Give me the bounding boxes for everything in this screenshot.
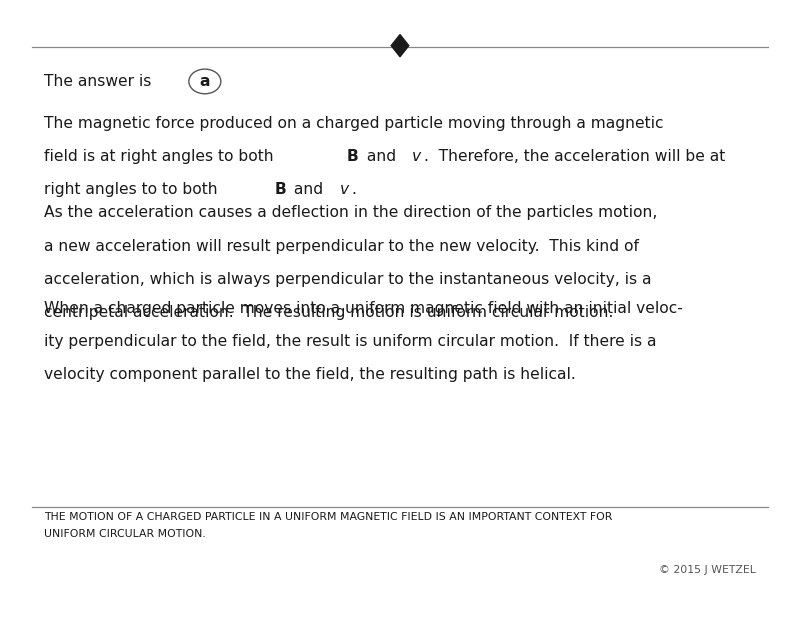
Text: B: B [346, 149, 358, 164]
Text: and: and [362, 149, 401, 164]
Text: The answer is: The answer is [44, 74, 156, 89]
Text: As the acceleration causes a deflection in the direction of the particles motion: As the acceleration causes a deflection … [44, 205, 658, 220]
Text: and: and [290, 183, 329, 197]
Text: .: . [351, 183, 357, 197]
Text: THE MOTION OF A CHARGED PARTICLE IN A UNIFORM MAGNETIC FIELD IS AN IMPORTANT CON: THE MOTION OF A CHARGED PARTICLE IN A UN… [44, 511, 612, 521]
Text: ity perpendicular to the field, the result is uniform circular motion.  If there: ity perpendicular to the field, the resu… [44, 334, 657, 349]
Text: UNIFORM CIRCULAR MOTION.: UNIFORM CIRCULAR MOTION. [44, 529, 206, 539]
Text: velocity component parallel to the field, the resulting path is helical.: velocity component parallel to the field… [44, 368, 576, 383]
Text: .  Therefore, the acceleration will be at: . Therefore, the acceleration will be at [424, 149, 725, 164]
Text: B: B [274, 183, 286, 197]
Text: v: v [412, 149, 421, 164]
Text: v: v [340, 183, 349, 197]
Text: a: a [199, 74, 210, 89]
Text: centripetal acceleration.  The resulting motion is uniform circular motion.: centripetal acceleration. The resulting … [44, 305, 614, 320]
Text: field is at right angles to both: field is at right angles to both [44, 149, 278, 164]
Text: © 2015 J WETZEL: © 2015 J WETZEL [659, 565, 756, 574]
Text: a new acceleration will result perpendicular to the new velocity.  This kind of: a new acceleration will result perpendic… [44, 239, 639, 254]
Text: When a charged particle moves into a uniform magnetic field with an initial velo: When a charged particle moves into a uni… [44, 301, 683, 316]
Polygon shape [391, 35, 409, 57]
Text: The magnetic force produced on a charged particle moving through a magnetic: The magnetic force produced on a charged… [44, 116, 663, 131]
Text: acceleration, which is always perpendicular to the instantaneous velocity, is a: acceleration, which is always perpendicu… [44, 272, 651, 287]
Text: right angles to to both: right angles to to both [44, 183, 222, 197]
